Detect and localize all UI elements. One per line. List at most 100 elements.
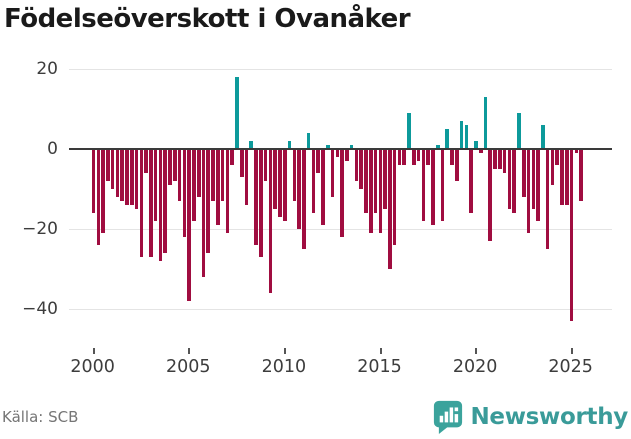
- x-tick-label-2025: 2025: [548, 357, 593, 377]
- bar-2010Q1: [282, 149, 287, 221]
- bar-2018Q4: [450, 149, 454, 165]
- bar-2001Q3: [120, 149, 125, 201]
- bar-2019Q3: [464, 125, 469, 149]
- y-tick-label: −40: [22, 299, 58, 319]
- bar-2006Q2: [211, 149, 215, 201]
- bar-2015Q4: [392, 149, 397, 245]
- newsworthy-logo-icon: [434, 400, 463, 434]
- bar-2015Q2: [383, 149, 387, 209]
- bar-2012Q1: [321, 149, 325, 225]
- bar-2018Q1: [435, 145, 440, 149]
- x-tick-label-2010: 2010: [261, 357, 307, 377]
- bar-2023Q3: [541, 125, 545, 149]
- bar-2002Q3: [139, 149, 144, 257]
- bar-2000Q3: [101, 149, 105, 233]
- x-tick-label-2005: 2005: [166, 357, 211, 377]
- bar-2001Q2: [115, 149, 120, 197]
- bar-2014Q4: [373, 149, 378, 213]
- brand-footer: Newsworthy: [433, 400, 628, 434]
- bar-2015Q3: [388, 149, 392, 269]
- bar-2017Q1: [416, 149, 421, 161]
- bar-2003Q1: [149, 149, 153, 257]
- bar-2008Q2: [249, 141, 254, 149]
- chart-title: Födelseöverskott i Ovanåker: [4, 4, 411, 34]
- gridline--40: [69, 309, 612, 310]
- source-note: Källa: SCB: [2, 408, 79, 426]
- bar-2023Q4: [545, 149, 550, 249]
- bar-2012Q3: [330, 149, 335, 197]
- bar-2016Q2: [402, 149, 407, 165]
- bar-2007Q4: [239, 149, 244, 177]
- bar-2024Q2: [555, 149, 560, 165]
- bar-2003Q2: [153, 149, 158, 221]
- bar-2008Q3: [254, 149, 258, 245]
- bar-2000Q2: [96, 149, 101, 245]
- y-tick-label: 0: [47, 139, 58, 159]
- bar-2003Q4: [163, 149, 168, 253]
- bar-2004Q1: [168, 149, 172, 185]
- bar-2010Q4: [297, 149, 301, 229]
- bar-2011Q1: [302, 149, 306, 249]
- bar-2015Q1: [378, 149, 383, 233]
- x-tick-2005: [188, 348, 191, 354]
- bar-2009Q2: [268, 149, 273, 293]
- bar-2022Q2: [517, 113, 521, 149]
- bar-2005Q1: [187, 149, 191, 301]
- bar-2012Q2: [325, 145, 330, 149]
- bar-2010Q3: [292, 149, 297, 201]
- bar-2005Q3: [196, 149, 201, 197]
- bar-2008Q1: [244, 149, 249, 205]
- bar-2020Q1: [474, 141, 478, 149]
- x-tick-2015: [379, 348, 382, 354]
- bar-2009Q4: [278, 149, 282, 217]
- bar-2004Q3: [177, 149, 182, 201]
- bar-2014Q1: [359, 149, 364, 189]
- bar-2021Q1: [493, 149, 497, 169]
- bar-2005Q2: [192, 149, 196, 221]
- bar-2020Q4: [488, 149, 493, 241]
- bar-2005Q4: [201, 149, 206, 277]
- bar-2013Q1: [340, 149, 344, 237]
- bar-2019Q1: [455, 149, 459, 181]
- bar-2007Q2: [230, 149, 234, 165]
- bar-2018Q3: [445, 129, 450, 149]
- x-tick-label-2000: 2000: [70, 357, 115, 377]
- bar-2013Q4: [354, 149, 359, 181]
- x-tick-2020: [475, 348, 478, 354]
- bar-2022Q1: [512, 149, 516, 213]
- bar-2011Q4: [316, 149, 321, 173]
- bar-2004Q2: [173, 149, 177, 181]
- bar-2013Q2: [345, 149, 349, 161]
- bar-2024Q4: [564, 149, 569, 205]
- brand-name: Newsworthy: [470, 404, 628, 430]
- bar-2008Q4: [259, 149, 263, 257]
- bar-2017Q3: [426, 149, 430, 165]
- bar-2001Q1: [110, 149, 115, 189]
- bar-2021Q4: [507, 149, 512, 209]
- bar-series: [69, 69, 612, 339]
- bar-2022Q3: [521, 149, 526, 197]
- bar-2006Q4: [220, 149, 225, 201]
- bar-2023Q2: [536, 149, 540, 221]
- bar-2002Q1: [129, 149, 134, 205]
- bar-2019Q2: [459, 121, 464, 149]
- bar-2011Q2: [306, 133, 311, 149]
- bar-2017Q4: [431, 149, 435, 225]
- bar-2022Q4: [526, 149, 531, 233]
- bar-2012Q4: [335, 149, 340, 157]
- gridline-20: [69, 69, 612, 70]
- bar-2007Q1: [225, 149, 230, 233]
- bar-2020Q3: [483, 97, 488, 149]
- bar-2009Q1: [263, 149, 268, 181]
- bar-2025Q3: [579, 149, 583, 201]
- bar-2003Q3: [158, 149, 163, 261]
- bar-2018Q2: [440, 149, 445, 221]
- bar-2025Q2: [574, 149, 579, 153]
- bar-2014Q2: [364, 149, 368, 213]
- bar-2009Q3: [273, 149, 277, 209]
- bar-2007Q3: [235, 77, 239, 149]
- bar-2021Q3: [502, 149, 507, 173]
- bar-2000Q1: [91, 149, 96, 213]
- bar-2001Q4: [125, 149, 129, 205]
